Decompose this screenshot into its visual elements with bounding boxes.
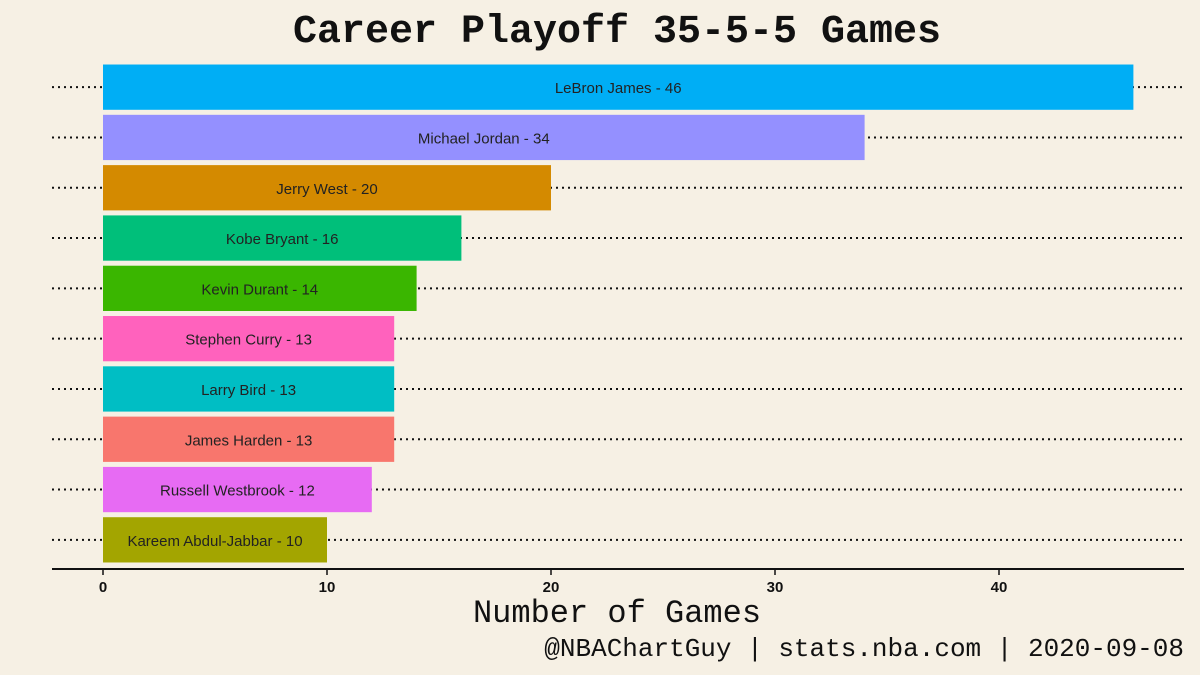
- bar: [103, 366, 395, 412]
- bar-label: Larry Bird - 13: [201, 382, 296, 399]
- x-tick-label: 10: [319, 579, 336, 596]
- chart-caption: @NBAChartGuy | stats.nba.com | 2020-09-0…: [544, 634, 1184, 664]
- bar-label: Michael Jordan - 34: [418, 130, 550, 147]
- bar: [103, 466, 372, 513]
- bar: [103, 215, 462, 261]
- bar: [103, 64, 1134, 110]
- bar: [103, 316, 395, 362]
- gridlines: [52, 86, 1184, 541]
- chart-title: Career Playoff 35-5-5 Games: [293, 10, 941, 55]
- x-tick-label: 20: [543, 579, 560, 596]
- bar-label: LeBron James - 46: [555, 80, 682, 97]
- x-tick-label: 40: [991, 579, 1008, 596]
- bar-label: Kareem Abdul-Jabbar - 10: [127, 533, 302, 550]
- x-axis-label: Number of Games: [473, 595, 761, 632]
- bar-label: Stephen Curry - 13: [185, 332, 312, 349]
- bar-label: Kevin Durant - 14: [201, 281, 318, 298]
- bar-label: James Harden - 13: [185, 432, 313, 449]
- bar-label: Russell Westbrook - 12: [160, 483, 315, 500]
- x-axis-ticks: 0 10 20 30 40: [99, 569, 1008, 596]
- bar: [103, 517, 327, 563]
- bar: [103, 265, 417, 311]
- x-tick-label: 30: [767, 579, 784, 596]
- bar: [103, 114, 865, 161]
- bar-label: Jerry West - 20: [276, 181, 377, 198]
- bar-label: Kobe Bryant - 16: [226, 231, 339, 248]
- x-tick-label: 0: [99, 579, 107, 596]
- bar: [103, 165, 551, 211]
- bars: LeBron James - 46 Michael Jordan - 34 Jerr…: [103, 64, 1134, 563]
- bar: [103, 416, 395, 462]
